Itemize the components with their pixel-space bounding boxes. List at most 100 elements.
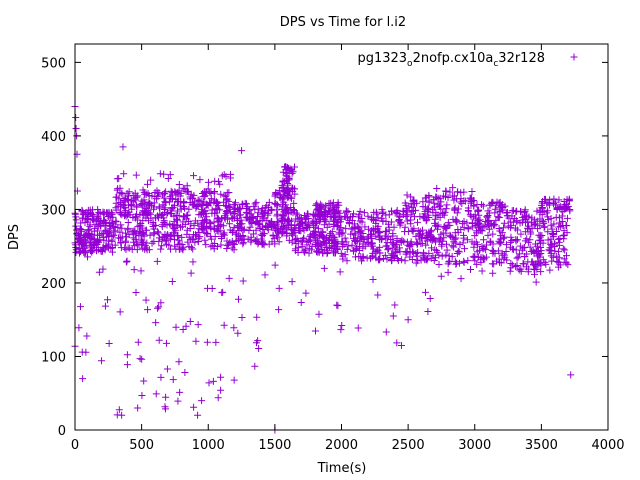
data-point <box>261 271 269 279</box>
data-point <box>298 219 306 227</box>
data-point <box>435 260 443 268</box>
data-point <box>545 246 553 254</box>
data-point <box>122 229 130 237</box>
data-point <box>481 217 489 225</box>
data-point <box>533 265 541 273</box>
data-point <box>523 235 531 243</box>
data-point <box>529 261 537 269</box>
data-point <box>477 258 485 266</box>
data-point <box>265 240 273 248</box>
data-point <box>361 223 369 231</box>
data-point <box>306 232 314 240</box>
data-point <box>481 222 489 230</box>
data-point <box>304 223 312 231</box>
x-tick-label: 2000 <box>325 438 358 453</box>
data-point <box>157 373 165 381</box>
data-point <box>199 201 207 209</box>
data-point <box>164 208 172 216</box>
data-point <box>311 212 319 220</box>
data-point <box>212 205 220 213</box>
data-point <box>359 253 367 261</box>
data-point <box>521 213 529 221</box>
data-point <box>410 213 418 221</box>
data-point <box>293 211 301 219</box>
data-point <box>449 184 457 192</box>
data-point <box>344 242 352 250</box>
data-point <box>283 169 291 177</box>
data-point <box>454 188 462 196</box>
data-point <box>123 361 131 369</box>
data-point <box>312 327 320 335</box>
data-point <box>559 245 567 253</box>
data-point <box>468 188 476 196</box>
data-point <box>459 239 467 247</box>
data-point <box>374 229 382 237</box>
data-point <box>142 244 150 252</box>
data-point <box>288 166 296 174</box>
data-point <box>448 253 456 261</box>
data-point <box>423 256 431 264</box>
data-point <box>190 172 198 180</box>
data-point <box>163 221 171 229</box>
data-point <box>541 223 549 231</box>
data-point <box>562 203 570 211</box>
data-point <box>560 255 568 263</box>
data-point <box>101 302 109 310</box>
data-point <box>205 199 213 207</box>
data-point <box>76 248 84 256</box>
data-point <box>314 225 322 233</box>
data-point <box>234 295 242 303</box>
data-point <box>149 219 157 227</box>
data-point <box>323 244 331 252</box>
data-point <box>513 254 521 262</box>
chart-title: DPS vs Time for l.i2 <box>280 15 406 30</box>
data-point <box>184 211 192 219</box>
data-point <box>435 251 443 259</box>
data-point <box>467 212 475 220</box>
data-point <box>308 218 316 226</box>
data-point <box>194 229 202 237</box>
data-point <box>321 209 329 217</box>
data-point <box>72 125 80 133</box>
data-point <box>445 257 453 265</box>
data-point <box>437 272 445 280</box>
data-point <box>279 200 287 208</box>
data-point <box>316 200 324 208</box>
data-point <box>275 227 283 235</box>
data-point <box>558 212 566 220</box>
data-point <box>373 247 381 255</box>
data-point <box>79 375 87 383</box>
data-point <box>223 208 231 216</box>
data-point <box>250 202 258 210</box>
data-point <box>230 324 238 332</box>
data-point <box>103 209 111 217</box>
data-point <box>82 248 90 256</box>
data-point <box>468 198 476 206</box>
data-point <box>252 226 260 234</box>
data-point <box>348 225 356 233</box>
data-point <box>254 209 262 217</box>
data-point <box>252 339 260 347</box>
data-point <box>375 233 383 241</box>
data-point <box>220 171 228 179</box>
data-point <box>173 207 181 215</box>
data-point <box>179 243 187 251</box>
data-point <box>255 344 263 352</box>
data-point <box>293 234 301 242</box>
data-point <box>138 392 146 400</box>
data-point <box>534 252 542 260</box>
data-point <box>491 209 499 217</box>
data-point <box>284 176 292 184</box>
data-point <box>245 217 253 225</box>
data-point <box>389 312 397 320</box>
data-point <box>322 208 330 216</box>
data-point <box>76 238 84 246</box>
data-point <box>234 329 242 337</box>
data-point <box>499 224 507 232</box>
data-point <box>451 229 459 237</box>
data-point <box>487 222 495 230</box>
data-point <box>396 213 404 221</box>
data-point <box>104 296 112 304</box>
data-point <box>323 250 331 258</box>
data-point <box>238 314 246 322</box>
